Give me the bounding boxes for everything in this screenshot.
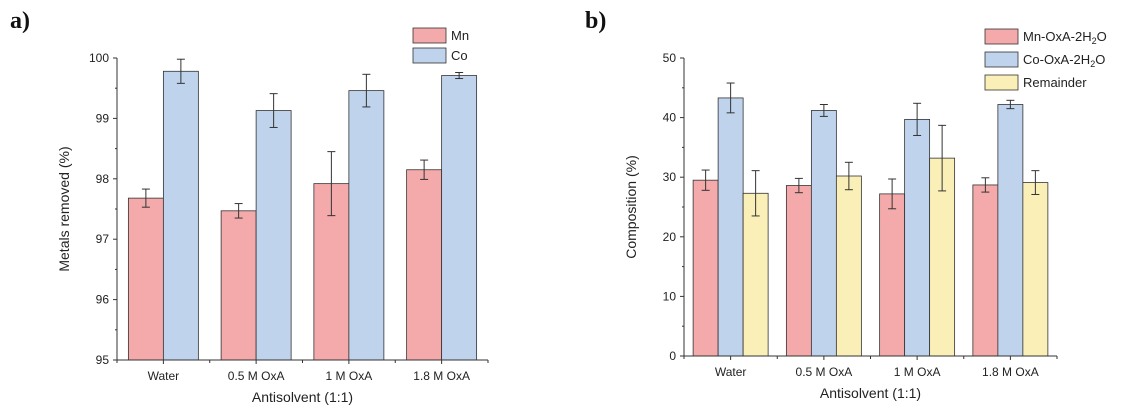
x-tick-label: 1 M OxA	[326, 369, 373, 383]
bar-co-1	[810, 110, 837, 357]
x-tick-label: Water	[715, 365, 747, 379]
y-tick-label: 98	[96, 172, 110, 186]
legend-swatch-mn	[984, 28, 1019, 45]
x-tick-label: Water	[148, 369, 180, 383]
panel-label-a: a)	[10, 8, 30, 34]
y-tick-label: 97	[96, 232, 110, 246]
legend-label-mn: Mn-OxA-2H2O	[1023, 29, 1107, 46]
legend-swatch-co	[412, 47, 447, 64]
y-tick-label: 95	[96, 353, 110, 367]
legend-label-remainder: Remainder	[1023, 75, 1087, 90]
y-tick-label: 20	[663, 230, 677, 244]
chart-b: 0 10 20 30 40 50 Water 0.5 M OxA 1 M OxA 1.8 M Ox…	[623, 28, 1107, 401]
legend-swatch-mn	[412, 27, 447, 44]
bar-co-3	[997, 104, 1024, 357]
x-tick-label: 1.8 M OxA	[413, 369, 470, 383]
bar-co-2	[348, 90, 385, 361]
y-tick-label: 100	[89, 51, 109, 65]
panel-label-b: b)	[585, 8, 607, 34]
y-tick-label: 0	[669, 349, 676, 363]
bar-co-2	[904, 118, 931, 357]
bar-mn-0	[127, 197, 164, 361]
y-tick-label: 30	[663, 170, 677, 184]
chart-a: 95 96 97 98 99 100 Water 0.5 M OxA 1 M OxA 1.8 M …	[56, 27, 489, 405]
bar-co-0	[162, 70, 199, 361]
x-axis-title: Antisolvent (1:1)	[252, 389, 353, 405]
bar-co-0	[717, 97, 744, 357]
bar-co-3	[441, 75, 478, 361]
y-tick-label: 99	[96, 111, 110, 125]
legend-label-mn: Mn	[451, 28, 469, 43]
y-axis-title: Composition (%)	[623, 155, 639, 258]
legend-label-co: Co-OxA-2H2O	[1023, 52, 1105, 69]
x-tick-label: 0.5 M OxA	[228, 369, 285, 383]
y-tick-label: 10	[663, 289, 677, 303]
bar-mn-3	[406, 169, 443, 361]
bar-mn-1	[785, 185, 812, 357]
legend-swatch-remainder	[984, 74, 1019, 91]
x-tick-label: 1.8 M OxA	[982, 365, 1039, 379]
x-tick-label: 0.5 M OxA	[796, 365, 853, 379]
legend-swatch-co	[984, 51, 1019, 68]
bar-remainder-3	[1022, 182, 1049, 357]
y-tick-label: 40	[663, 111, 677, 125]
bar-mn-1	[220, 210, 257, 361]
bar-co-1	[255, 110, 292, 361]
y-tick-label: 96	[96, 293, 110, 307]
bar-mn-2	[879, 193, 906, 357]
y-tick-label: 50	[663, 51, 677, 65]
bar-mn-0	[692, 179, 719, 357]
bar-mn-3	[972, 184, 999, 357]
bar-remainder-1	[835, 175, 862, 357]
x-tick-label: 1 M OxA	[894, 365, 941, 379]
legend-label-co: Co	[451, 48, 468, 63]
bar-remainder-0	[742, 192, 769, 357]
y-axis-title: Metals removed (%)	[56, 146, 72, 271]
x-axis-title: Antisolvent (1:1)	[820, 385, 921, 401]
